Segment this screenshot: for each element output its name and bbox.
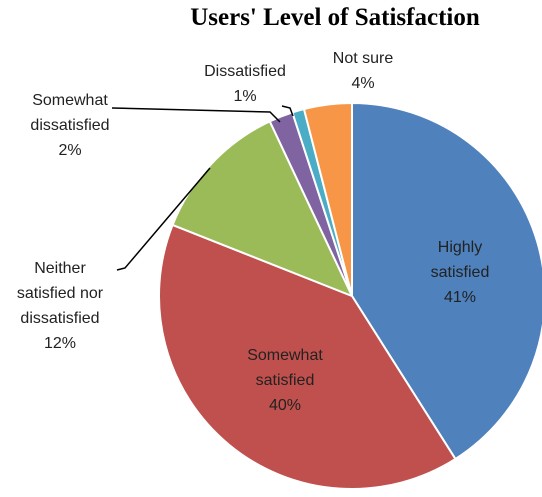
slice-label: Somewhat dissatisfied 2% bbox=[5, 88, 135, 163]
pie-slice bbox=[302, 101, 353, 297]
slice-label: Somewhat satisfied 40% bbox=[230, 343, 340, 418]
category-label: Somewhat dissatisfied bbox=[30, 92, 110, 134]
slice-label: Dissatisfied 1% bbox=[180, 59, 310, 109]
value-label: 40% bbox=[268, 397, 302, 414]
slice-label: Not sure 4% bbox=[318, 46, 408, 96]
leader-line bbox=[281, 105, 294, 117]
pie-slice bbox=[171, 120, 354, 298]
category-label: Dissatisfied bbox=[204, 63, 286, 80]
value-label: 12% bbox=[43, 335, 77, 352]
category-label: Somewhat satisfied bbox=[247, 347, 323, 389]
slice-label: Highly satisfied 41% bbox=[415, 235, 505, 310]
category-label: Highly satisfied bbox=[430, 239, 490, 281]
value-label: 41% bbox=[443, 289, 477, 306]
value-label: 1% bbox=[233, 88, 257, 105]
leader-line bbox=[111, 107, 281, 123]
value-label: 2% bbox=[58, 142, 82, 159]
leader-line bbox=[116, 167, 211, 271]
chart-title: Users' Level of Satisfaction bbox=[190, 4, 480, 31]
slice-label: Neither satisfied nor dissatisfied 12% bbox=[12, 256, 108, 356]
category-label: Neither satisfied nor dissatisfied bbox=[16, 260, 104, 327]
value-label: 4% bbox=[351, 75, 375, 92]
category-label: Not sure bbox=[332, 50, 394, 67]
pie-slice bbox=[158, 223, 457, 490]
